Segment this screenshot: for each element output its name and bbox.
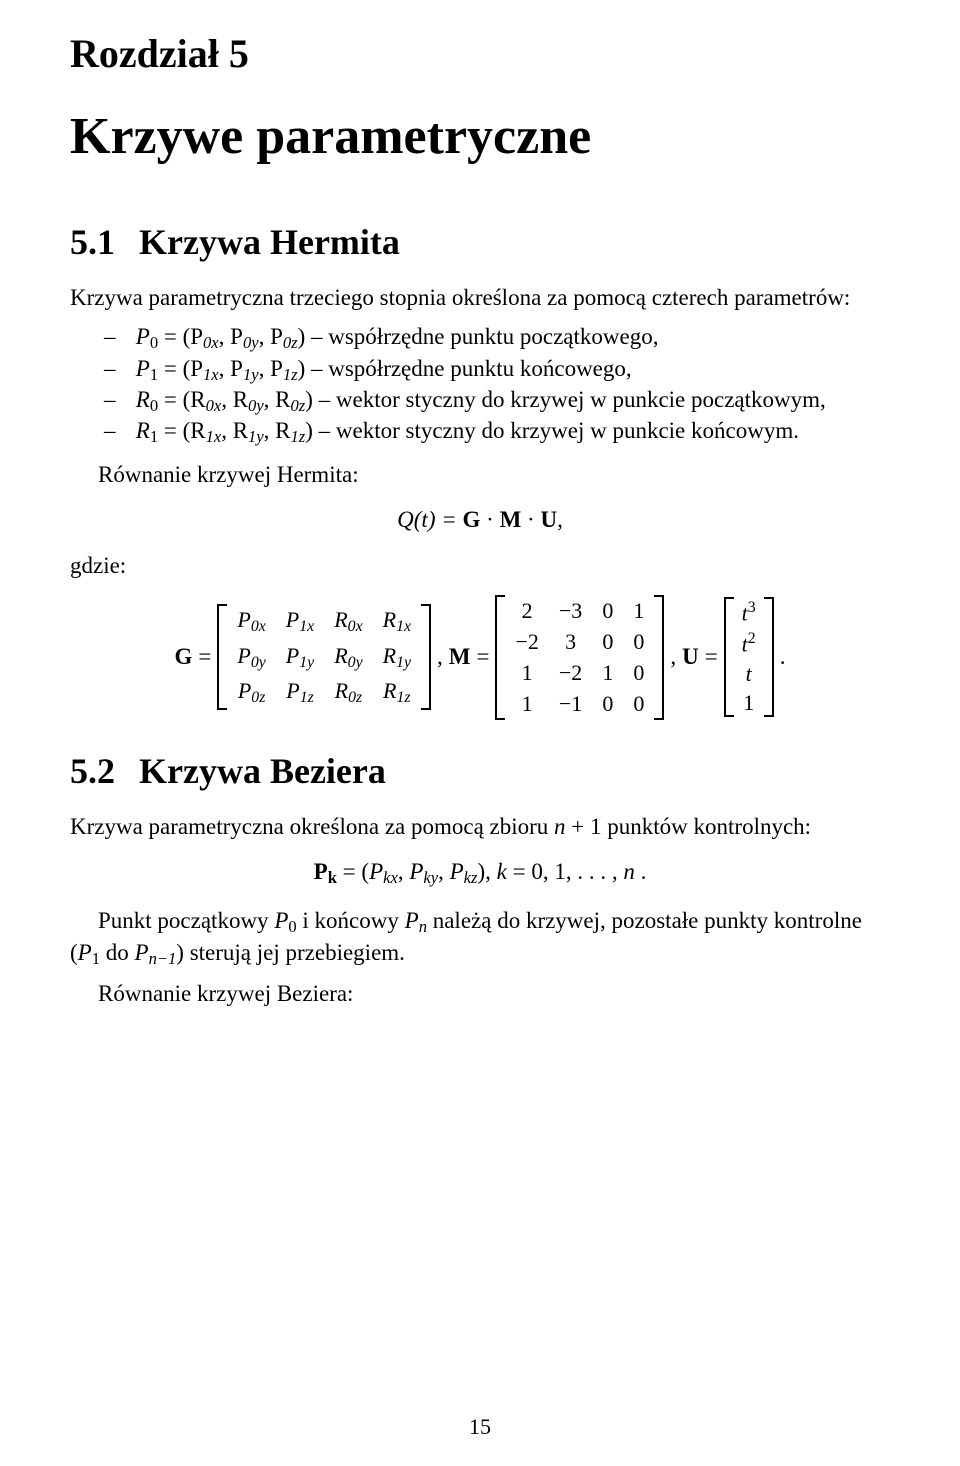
list-item: P0 = (P0x, P0y, P0z) – współrzędne punkt… — [70, 322, 890, 353]
s1-intro: Krzywa parametryczna trzeciego stopnia o… — [70, 283, 890, 312]
s1-param-list: P0 = (P0x, P0y, P0z) – współrzędne punkt… — [70, 322, 890, 447]
list-item: P1 = (P1x, P1y, P1z) – współrzędne punkt… — [70, 354, 890, 385]
s2-intro: Krzywa parametryczna określona za pomocą… — [70, 812, 890, 841]
section-title: Krzywa Beziera — [139, 751, 386, 791]
s2-paragraph: Punkt początkowy P0 i końcowy Pn należą … — [70, 906, 890, 969]
list-item: R1 = (R1x, R1y, R1z) – wektor styczny do… — [70, 416, 890, 447]
s2-pk-eq: Pk = (Pkx, Pky, Pkz), k = 0, 1, . . . , … — [70, 859, 890, 888]
section-title: Krzywa Hermita — [139, 222, 400, 262]
vector-U: t3 t2 t 1 — [724, 597, 774, 718]
page-number: 15 — [0, 1414, 960, 1440]
chapter-title: Krzywe parametryczne — [70, 107, 890, 166]
section-number: 5.2 — [70, 751, 115, 791]
s1-matrices: G = P0x P1x R0x R1x P0y P1y R0y R1y P0z — [70, 595, 890, 720]
chapter-label: Rozdział 5 — [70, 30, 890, 77]
matrix-G: P0x P1x R0x R1x P0y P1y R0y R1y P0z P1z … — [217, 604, 431, 710]
s1-where: gdzie: — [70, 551, 890, 580]
list-item: R0 = (R0x, R0y, R0z) – wektor styczny do… — [70, 385, 890, 416]
section-heading-5-2: 5.2 Krzywa Beziera — [70, 750, 890, 792]
matrix-M: 2−301 −2300 1−210 1−100 — [495, 595, 664, 720]
page: Rozdział 5 Krzywe parametryczne 5.1 Krzyw… — [0, 0, 960, 1466]
section-heading-5-1: 5.1 Krzywa Hermita — [70, 221, 890, 263]
s1-eq-label: Równanie krzywej Hermita: — [70, 460, 890, 489]
s1-eq-qt: Q(t) = G · M · U, — [70, 507, 890, 533]
section-number: 5.1 — [70, 222, 115, 262]
s2-bezier-eq-label: Równanie krzywej Beziera: — [70, 979, 890, 1008]
